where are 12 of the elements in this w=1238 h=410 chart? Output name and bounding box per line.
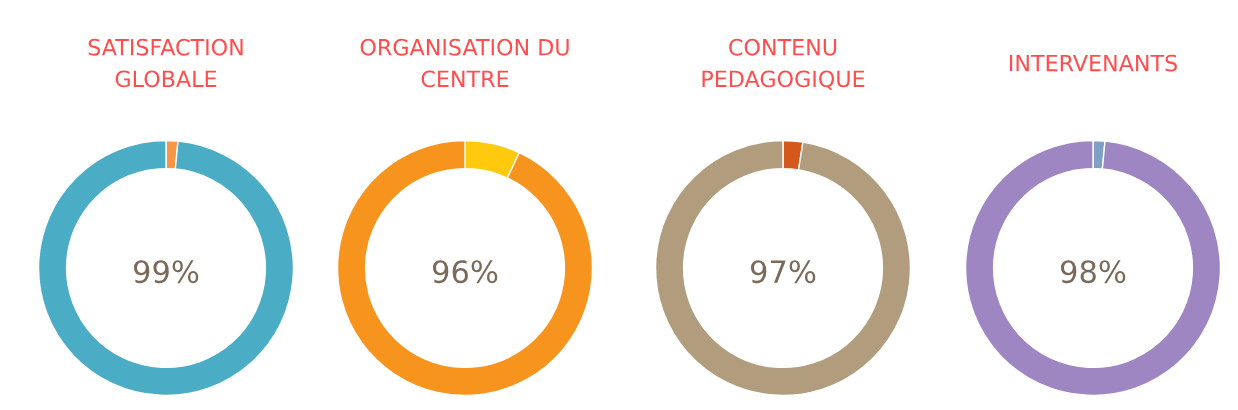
chart-title: ORGANISATION DU CENTRE bbox=[360, 38, 569, 88]
text: 99% bbox=[133, 260, 199, 284]
text: 96% bbox=[432, 260, 498, 284]
chart-title: SATISFACTION GLOBALE bbox=[88, 38, 243, 88]
donut-slice bbox=[37, 139, 295, 397]
text: 97% bbox=[750, 260, 816, 284]
donut-slice bbox=[654, 139, 912, 397]
chart-title: CONTENU PEDAGOGIQUE bbox=[702, 38, 865, 90]
text: 98% bbox=[1060, 260, 1126, 284]
donut-slice bbox=[336, 139, 594, 397]
donut-slice bbox=[964, 139, 1222, 397]
chart-title: INTERVENANTS bbox=[1009, 54, 1177, 72]
